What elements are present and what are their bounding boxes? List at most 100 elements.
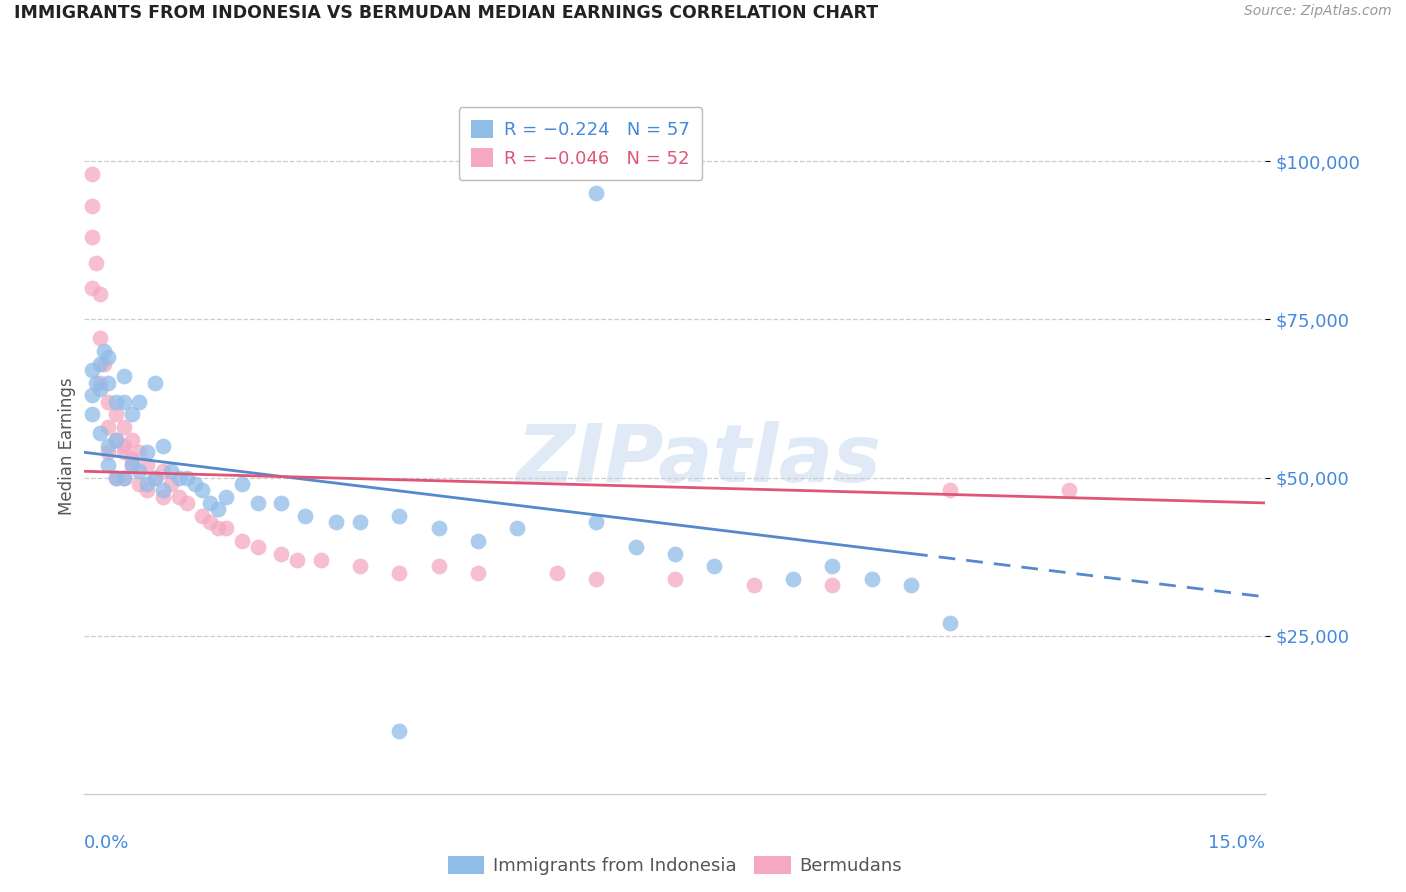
Point (89, 382, 111, 396)
Point (89, 287, 111, 301)
Point (160, 464, 183, 478)
Point (506, 521, 529, 535)
Point (309, 553, 332, 567)
Text: 0.0%: 0.0% (84, 834, 129, 852)
Point (624, 540, 647, 554)
Text: ZIPatlas: ZIPatlas (516, 421, 882, 499)
Point (467, 533, 489, 548)
Point (104, 394, 127, 409)
Point (207, 521, 229, 535)
Point (900, 578, 922, 592)
Point (112, 470, 135, 484)
Point (89, 426, 111, 441)
Point (821, 578, 844, 592)
Point (104, 433, 127, 447)
Point (176, 470, 198, 484)
Point (97, 439, 120, 453)
Point (82, 230, 104, 244)
Point (84, 376, 107, 390)
Point (939, 616, 962, 631)
Legend: Immigrants from Indonesia, Bermudans: Immigrants from Indonesia, Bermudans (440, 848, 910, 882)
Point (143, 376, 166, 390)
Point (294, 508, 316, 523)
Point (128, 445, 150, 459)
Point (246, 496, 269, 510)
Point (231, 533, 253, 548)
Text: IMMIGRANTS FROM INDONESIA VS BERMUDAN MEDIAN EARNINGS CORRELATION CHART: IMMIGRANTS FROM INDONESIA VS BERMUDAN ME… (14, 4, 879, 22)
Point (97, 445, 120, 459)
Point (207, 502, 229, 516)
Point (215, 490, 238, 504)
Point (467, 566, 489, 580)
Point (427, 559, 450, 574)
Point (860, 572, 883, 586)
Point (664, 547, 686, 561)
Point (246, 540, 269, 554)
Point (176, 496, 198, 510)
Point (136, 458, 159, 472)
Point (104, 470, 127, 484)
Point (200, 496, 222, 510)
Point (143, 470, 166, 484)
Point (546, 566, 568, 580)
Point (128, 477, 150, 491)
Point (82, 281, 104, 295)
Point (82, 388, 104, 402)
Point (82, 199, 104, 213)
Point (121, 451, 143, 466)
Point (1057, 483, 1080, 498)
Point (349, 515, 371, 529)
Point (136, 483, 159, 498)
Point (112, 470, 135, 484)
Point (152, 490, 174, 504)
Point (270, 547, 292, 561)
Point (160, 477, 183, 491)
Point (84, 255, 107, 269)
Point (121, 458, 143, 472)
Point (128, 464, 150, 478)
Point (97, 376, 120, 390)
Point (325, 515, 347, 529)
Point (112, 445, 135, 459)
Point (152, 464, 174, 478)
Point (427, 521, 450, 535)
Point (121, 433, 143, 447)
Point (388, 566, 411, 580)
Point (585, 515, 607, 529)
Point (585, 186, 607, 200)
Point (112, 369, 135, 384)
Point (104, 408, 127, 422)
Point (112, 439, 135, 453)
Point (93, 344, 115, 359)
Point (121, 458, 143, 472)
Point (82, 408, 104, 422)
Point (167, 470, 190, 484)
Point (200, 515, 222, 529)
Point (388, 508, 411, 523)
Point (82, 167, 104, 181)
Point (104, 470, 127, 484)
Point (136, 477, 159, 491)
Point (183, 477, 205, 491)
Point (128, 394, 150, 409)
Point (782, 572, 804, 586)
Point (215, 521, 238, 535)
Point (89, 357, 111, 371)
Text: Source: ZipAtlas.com: Source: ZipAtlas.com (1244, 4, 1392, 19)
Point (97, 458, 120, 472)
Point (152, 439, 174, 453)
Point (585, 572, 607, 586)
Point (664, 572, 686, 586)
Point (349, 559, 371, 574)
Point (104, 433, 127, 447)
Point (388, 723, 411, 738)
Point (112, 420, 135, 434)
Point (82, 363, 104, 377)
Point (152, 483, 174, 498)
Y-axis label: Median Earnings: Median Earnings (58, 377, 76, 515)
Point (703, 559, 725, 574)
Point (821, 559, 844, 574)
Point (231, 477, 253, 491)
Point (270, 496, 292, 510)
Point (97, 394, 120, 409)
